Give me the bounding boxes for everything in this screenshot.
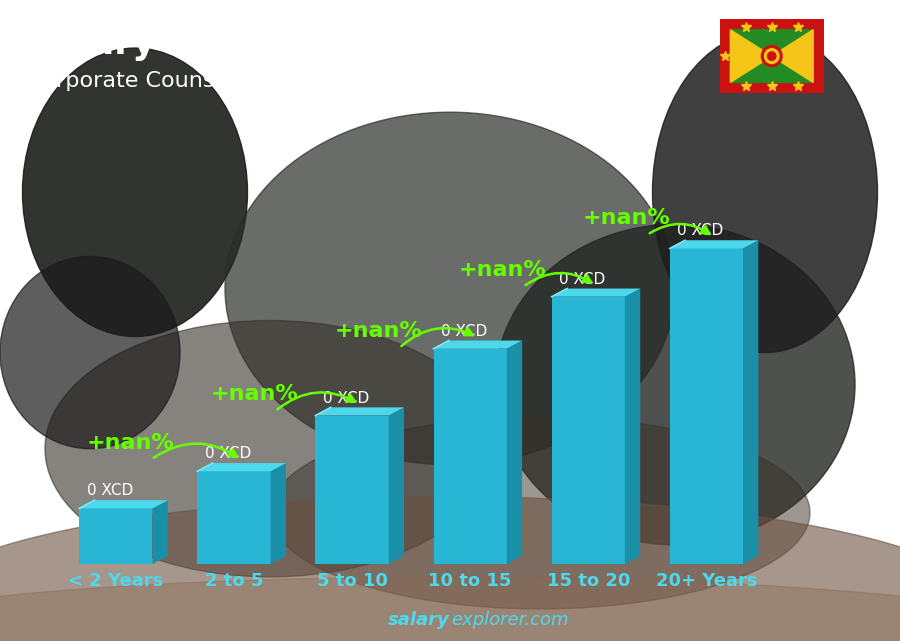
Text: 0 XCD: 0 XCD (678, 224, 724, 238)
Polygon shape (389, 408, 404, 564)
Circle shape (764, 49, 779, 63)
Bar (315, 415, 389, 564)
Text: Salary Comparison By Experience: Salary Comparison By Experience (27, 28, 710, 62)
Text: salary: salary (388, 611, 450, 629)
Text: +nan%: +nan% (582, 208, 670, 228)
Text: 0 XCD: 0 XCD (86, 483, 133, 498)
Polygon shape (197, 463, 286, 471)
Ellipse shape (652, 32, 878, 353)
Polygon shape (271, 463, 286, 564)
Polygon shape (731, 29, 814, 56)
Ellipse shape (0, 256, 180, 449)
Bar (434, 349, 507, 564)
Polygon shape (743, 240, 759, 564)
Polygon shape (434, 340, 522, 349)
Text: +nan%: +nan% (211, 385, 298, 404)
Text: 0 XCD: 0 XCD (205, 446, 251, 462)
Text: 0 XCD: 0 XCD (559, 272, 606, 287)
Text: +nan%: +nan% (458, 260, 546, 280)
Ellipse shape (0, 577, 900, 641)
Polygon shape (315, 408, 404, 415)
Polygon shape (731, 56, 814, 83)
Ellipse shape (45, 320, 495, 577)
Text: Corporate Counsel: Corporate Counsel (27, 71, 234, 90)
Polygon shape (552, 288, 640, 297)
Circle shape (761, 46, 782, 67)
Bar (79, 508, 152, 564)
Ellipse shape (0, 497, 900, 641)
Bar (552, 297, 625, 564)
Ellipse shape (22, 48, 248, 337)
Polygon shape (772, 29, 814, 83)
Polygon shape (507, 340, 522, 564)
Ellipse shape (495, 224, 855, 545)
Circle shape (768, 52, 776, 60)
Bar (197, 471, 271, 564)
Ellipse shape (225, 112, 675, 465)
Text: +nan%: +nan% (86, 433, 174, 453)
Text: 0 XCD: 0 XCD (441, 324, 488, 338)
Text: Average Monthly Salary: Average Monthly Salary (861, 276, 876, 442)
Polygon shape (670, 240, 759, 249)
Ellipse shape (270, 417, 810, 609)
Text: explorer.com: explorer.com (451, 611, 569, 629)
Polygon shape (625, 288, 640, 564)
Text: +nan%: +nan% (334, 321, 422, 341)
Bar (670, 249, 743, 564)
Polygon shape (731, 29, 772, 83)
Polygon shape (152, 500, 167, 564)
Text: 0 XCD: 0 XCD (323, 390, 369, 406)
Polygon shape (79, 500, 167, 508)
